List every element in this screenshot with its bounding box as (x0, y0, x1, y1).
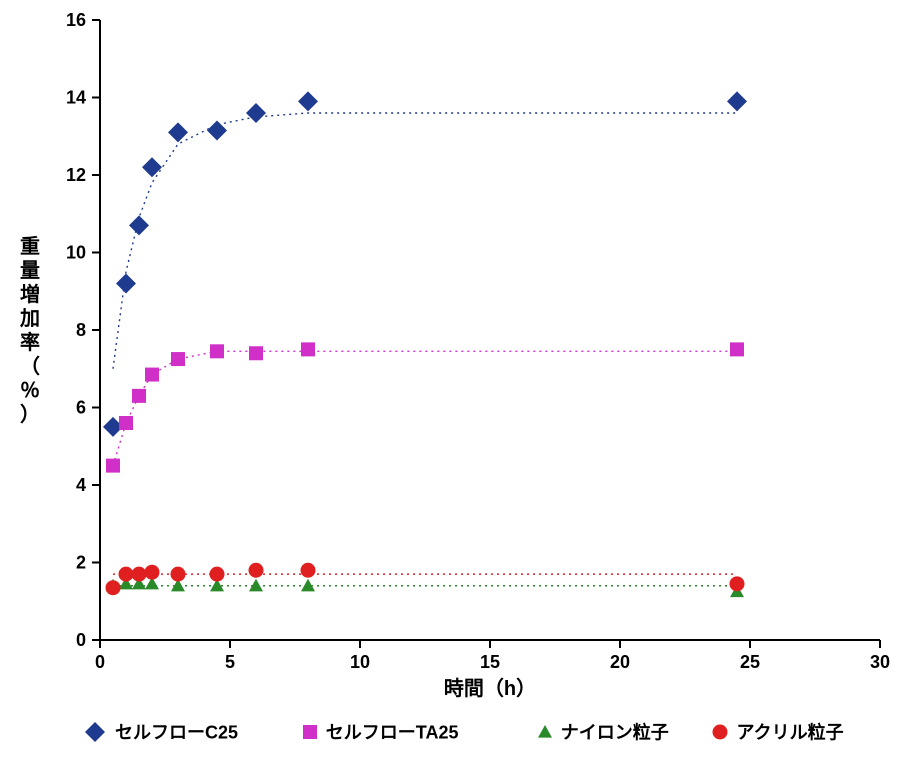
legend-item-c25: セルフローC25 (85, 722, 238, 742)
legend-item-nylon: ナイロン粒子 (538, 721, 669, 742)
point-c25 (246, 103, 266, 123)
legend-marker-ta25 (303, 725, 317, 739)
y-tick-label: 6 (76, 398, 86, 418)
legend-item-ta25: セルフローTA25 (303, 722, 458, 742)
point-ta25 (301, 342, 315, 356)
x-axis-title: 時間（h） (444, 676, 536, 700)
x-tick-label: 15 (480, 652, 500, 672)
series-acryl (106, 563, 745, 595)
y-tick-label: 4 (76, 475, 86, 495)
y-tick-label: 0 (76, 630, 86, 650)
y-tick-label: 16 (66, 10, 86, 30)
point-acryl (301, 563, 316, 578)
y-tick-label: 12 (66, 165, 86, 185)
series-c25 (103, 91, 747, 437)
trend-ta25 (113, 351, 737, 465)
x-tick-label: 0 (95, 652, 105, 672)
x-tick-label: 20 (610, 652, 630, 672)
legend-label-c25: セルフローC25 (115, 722, 238, 742)
point-c25 (168, 122, 188, 142)
series-ta25 (106, 342, 744, 472)
point-ta25 (210, 344, 224, 358)
legend-label-acryl: アクリル粒子 (737, 721, 844, 742)
point-ta25 (145, 368, 159, 382)
point-ta25 (249, 346, 263, 360)
y-tick-label: 8 (76, 320, 86, 340)
scatter-chart: 0 5 10 15 20 25 30 0 2 4 6 8 10 12 14 16 時間（h） 重量増加率（％） セル… (0, 0, 908, 757)
y-axis-title: 重量増加率（％） (19, 235, 40, 426)
legend-item-acryl: アクリル粒子 (713, 721, 844, 742)
y-tick-label: 10 (66, 243, 86, 263)
point-ta25 (132, 389, 146, 403)
point-c25 (116, 274, 136, 294)
legend-label-ta25: セルフローTA25 (326, 722, 459, 742)
point-acryl (119, 567, 134, 582)
point-acryl (145, 565, 160, 580)
series-nylon (106, 577, 744, 597)
point-acryl (210, 567, 225, 582)
point-c25 (129, 215, 149, 235)
legend-label-nylon: ナイロン粒子 (561, 721, 669, 742)
x-tick-label: 10 (350, 652, 370, 672)
point-acryl (106, 580, 121, 595)
point-ta25 (730, 342, 744, 356)
chart-container: 0 5 10 15 20 25 30 0 2 4 6 8 10 12 14 16 時間（h） 重量増加率（％） セル… (0, 0, 908, 757)
legend-marker-acryl (713, 725, 728, 740)
point-acryl (132, 567, 147, 582)
x-tick-label: 30 (870, 652, 890, 672)
point-ta25 (119, 416, 133, 430)
x-tick-label: 5 (225, 652, 235, 672)
point-ta25 (106, 459, 120, 473)
legend-marker-c25 (85, 722, 105, 742)
point-c25 (142, 157, 162, 177)
point-acryl (730, 576, 745, 591)
point-ta25 (171, 352, 185, 366)
trend-c25 (113, 113, 737, 369)
y-tick-label: 2 (76, 553, 86, 573)
point-c25 (727, 91, 747, 111)
point-acryl (171, 567, 186, 582)
y-tick-label: 14 (66, 88, 86, 108)
point-c25 (298, 91, 318, 111)
legend-marker-nylon (538, 725, 552, 738)
point-acryl (249, 563, 264, 578)
x-tick-label: 25 (740, 652, 760, 672)
